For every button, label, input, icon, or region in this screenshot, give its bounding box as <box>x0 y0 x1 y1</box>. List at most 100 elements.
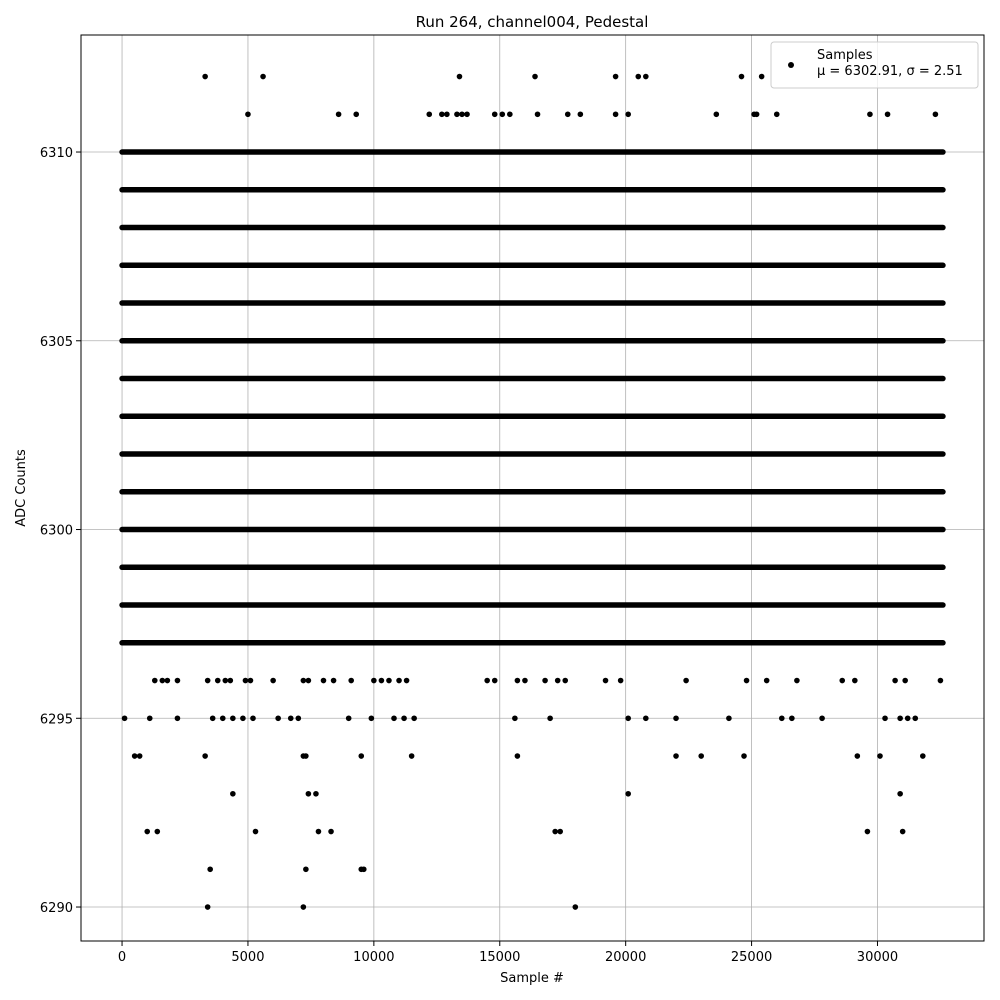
sample-point <box>396 677 402 684</box>
sample-point <box>512 715 518 722</box>
sample-point <box>839 677 846 684</box>
y-axis-label: ADC Counts <box>14 449 29 527</box>
y-tick-label: 6305 <box>40 335 73 350</box>
sample-point <box>303 753 309 759</box>
sample-point <box>554 677 561 684</box>
sample-point <box>612 73 619 80</box>
sample-point <box>454 111 460 118</box>
sample-point <box>698 753 705 759</box>
sample-point <box>209 715 216 722</box>
sample-point <box>270 677 276 684</box>
sample-point <box>534 111 541 118</box>
sample-point <box>892 677 898 684</box>
chart-title: Run 264, channel004, Pedestal <box>416 13 649 31</box>
sample-point <box>577 111 584 118</box>
sample-point <box>459 111 465 118</box>
sample-point <box>174 677 181 684</box>
sample-point <box>303 866 309 873</box>
sample-point <box>522 677 528 684</box>
sample-point <box>313 790 319 797</box>
sample-point <box>884 111 891 118</box>
sample-point <box>360 866 367 873</box>
sample-point <box>625 715 631 722</box>
sample-point <box>617 677 624 684</box>
sample-point <box>897 790 903 797</box>
sample-point <box>250 715 256 722</box>
sample-point <box>602 677 609 684</box>
x-tick-label: 0 <box>118 950 126 965</box>
sample-point <box>882 715 888 722</box>
sample-point <box>348 677 354 684</box>
sample-point <box>794 677 800 684</box>
sample-point <box>368 715 375 722</box>
sample-point <box>408 753 415 759</box>
legend: Samples μ = 6302.91, σ = 2.51 <box>770 41 979 89</box>
sample-point <box>444 111 450 118</box>
sample-point <box>726 715 732 722</box>
sample-point <box>741 753 747 759</box>
sample-point <box>456 73 463 80</box>
sample-point <box>287 715 294 722</box>
plot-frame <box>80 34 985 942</box>
sample-point <box>643 73 649 80</box>
sample-point <box>222 677 229 684</box>
y-tick-label: 6295 <box>40 712 73 727</box>
y-axis-ticks: 6290 6295 6300 6305 6310 <box>40 146 81 916</box>
sample-point <box>204 677 211 684</box>
legend-marker <box>788 62 794 68</box>
sample-point <box>852 677 858 684</box>
sample-point <box>491 111 498 118</box>
sample-point <box>897 715 903 722</box>
sample-point <box>207 866 213 873</box>
y-tick-label: 6300 <box>40 524 73 539</box>
x-tick-label: 30000 <box>857 950 898 965</box>
sample-point <box>912 715 919 722</box>
sample-point <box>146 715 153 722</box>
sample-point <box>854 753 861 759</box>
sample-point <box>491 677 498 684</box>
sample-point <box>330 677 337 684</box>
legend-entry-stat: μ = 6302.91, σ = 2.51 <box>817 64 963 79</box>
sample-point <box>204 904 211 910</box>
sample-point <box>358 753 365 759</box>
sample-point <box>426 111 433 118</box>
sample-point <box>335 111 342 118</box>
sample-point <box>499 111 506 118</box>
sample-point <box>320 677 327 684</box>
sample-point <box>275 715 281 722</box>
sample-point <box>932 111 939 118</box>
sample-point <box>625 111 631 118</box>
sample-point <box>202 73 208 80</box>
sample-point <box>260 73 266 80</box>
sample-point <box>245 111 251 118</box>
sample-point <box>202 753 208 759</box>
x-tick-label: 20000 <box>605 950 646 965</box>
sample-point <box>300 677 307 684</box>
sample-point <box>174 715 181 722</box>
sample-point <box>230 715 236 722</box>
sample-point <box>564 111 571 118</box>
sample-point <box>514 753 521 759</box>
sample-point <box>683 677 689 684</box>
sample-point <box>439 111 445 118</box>
sample-point <box>164 677 171 684</box>
sample-point <box>247 677 254 684</box>
sample-point <box>159 677 166 684</box>
sample-point <box>328 828 334 835</box>
sample-point <box>899 828 906 835</box>
grid-lines <box>81 35 984 941</box>
sample-point <box>345 715 352 722</box>
sample-point <box>391 715 397 722</box>
sample-point <box>819 715 825 722</box>
sample-point <box>315 828 322 835</box>
sample-point <box>920 753 926 759</box>
sample-point <box>154 828 161 835</box>
sample-point <box>789 715 795 722</box>
sample-point <box>514 677 521 684</box>
sample-point <box>240 715 246 722</box>
sample-point <box>937 677 944 684</box>
sample-point <box>378 677 385 684</box>
sample-point <box>464 111 470 118</box>
sample-point <box>136 753 143 759</box>
